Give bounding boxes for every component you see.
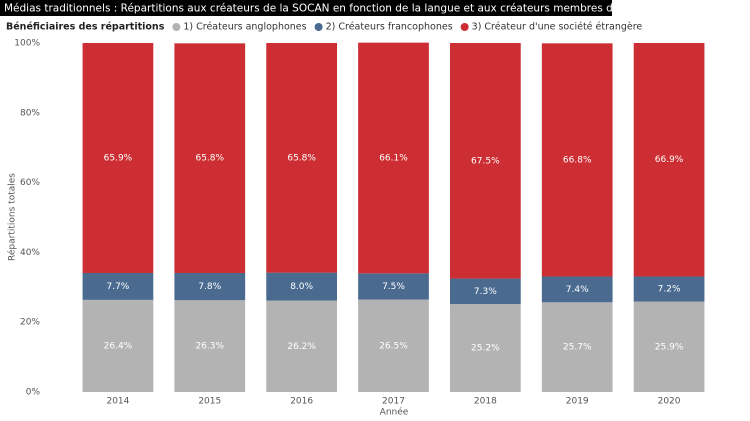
value-label: 66.9% bbox=[655, 155, 684, 165]
bar-segment bbox=[358, 273, 429, 300]
bar-segment bbox=[266, 43, 338, 273]
value-label: 25.2% bbox=[471, 344, 500, 354]
legend-label: 1) Créateurs anglophones bbox=[183, 22, 306, 33]
y-axis-label: Répartitions totales bbox=[7, 173, 18, 261]
y-tick-label: 20% bbox=[20, 318, 40, 328]
bar-segment bbox=[174, 272, 246, 301]
legend-marker bbox=[314, 23, 323, 31]
bar-segment bbox=[266, 300, 338, 392]
value-label: 7.3% bbox=[474, 287, 497, 297]
value-label: 26.2% bbox=[287, 342, 316, 352]
legend-label: 2) Créateurs francophones bbox=[326, 22, 453, 33]
x-tick-label: 2014 bbox=[106, 397, 129, 407]
value-label: 7.5% bbox=[382, 282, 405, 292]
bar-segment bbox=[82, 272, 154, 300]
value-label: 26.4% bbox=[104, 341, 133, 351]
bar-segment bbox=[358, 42, 429, 274]
x-tick-label: 2017 bbox=[382, 397, 405, 407]
bar-segment bbox=[633, 276, 705, 302]
bar-segment bbox=[541, 43, 613, 277]
legend-marker bbox=[172, 23, 181, 31]
x-tick-label: 2016 bbox=[290, 397, 313, 407]
legend-marker bbox=[460, 23, 469, 31]
value-label: 66.1% bbox=[379, 153, 408, 163]
value-label: 8.0% bbox=[290, 282, 313, 292]
bar-segment bbox=[174, 300, 246, 392]
bar-segment bbox=[449, 43, 521, 279]
value-label: 7.4% bbox=[566, 285, 589, 295]
x-tick-label: 2020 bbox=[658, 397, 681, 407]
bar-segment bbox=[633, 301, 705, 392]
x-tick-label: 2019 bbox=[566, 397, 589, 407]
title-bar bbox=[0, 0, 612, 16]
bar-segment bbox=[82, 299, 154, 392]
y-tick-label: 100% bbox=[14, 39, 40, 49]
value-label: 7.8% bbox=[198, 282, 221, 292]
x-tick-label: 2018 bbox=[474, 397, 497, 407]
value-label: 65.8% bbox=[287, 153, 316, 163]
value-label: 67.5% bbox=[471, 156, 500, 166]
y-tick-label: 40% bbox=[20, 248, 40, 258]
bar-segment bbox=[358, 299, 429, 392]
y-tick-label: 60% bbox=[20, 178, 40, 188]
bar-segment bbox=[266, 272, 338, 301]
legend-title: Bénéficiaires des répartitions bbox=[6, 22, 165, 33]
value-label: 65.8% bbox=[195, 154, 224, 164]
x-tick-label: 2015 bbox=[198, 397, 221, 407]
bar-segment bbox=[541, 276, 613, 303]
bar-segment bbox=[449, 278, 521, 305]
y-tick-label: 80% bbox=[20, 108, 40, 118]
bar-segment bbox=[174, 43, 246, 273]
chart-title: Médias traditionnels : Répartitions aux … bbox=[4, 3, 726, 15]
value-label: 26.5% bbox=[379, 341, 408, 351]
bar-segment bbox=[633, 43, 705, 277]
bar-segment bbox=[449, 304, 521, 392]
bar-segment bbox=[82, 43, 154, 273]
value-label: 7.2% bbox=[658, 285, 681, 295]
value-label: 25.9% bbox=[655, 342, 684, 352]
value-label: 26.3% bbox=[195, 342, 224, 352]
value-label: 25.7% bbox=[563, 343, 592, 353]
bar-segment bbox=[541, 302, 613, 392]
value-label: 65.9% bbox=[104, 153, 133, 163]
x-axis-label: Année bbox=[380, 407, 409, 418]
value-label: 66.8% bbox=[563, 155, 592, 165]
y-tick-label: 0% bbox=[26, 388, 41, 398]
legend-label: 3) Créateur d'une société étrangère bbox=[472, 22, 643, 33]
value-label: 7.7% bbox=[106, 282, 129, 292]
